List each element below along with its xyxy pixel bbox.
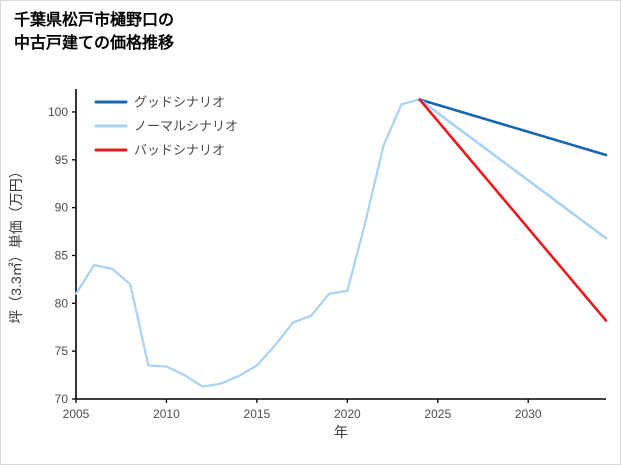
x-axis-label: 年 [334, 424, 348, 440]
x-tick-label: 2010 [153, 407, 180, 421]
x-tick-label: 2025 [424, 407, 451, 421]
x-tick-label: 2020 [334, 407, 361, 421]
series-line-0 [74, 98, 421, 388]
series-line-1 [418, 98, 608, 157]
y-tick-label: 95 [55, 153, 69, 167]
legend-label-1: ノーマルシナリオ [134, 119, 238, 134]
legend-label-0: グッドシナリオ [134, 95, 225, 110]
y-tick-label: 85 [55, 248, 69, 262]
x-tick-label: 2015 [244, 407, 271, 421]
y-tick-label: 90 [55, 201, 69, 215]
legend-label-2: バッドシナリオ [134, 143, 225, 158]
series-line-2 [418, 98, 608, 240]
chart-title: 千葉県松戸市樋野口の 中古戸建ての価格推移 [14, 12, 175, 53]
series-line-3 [418, 98, 608, 322]
y-tick-label: 100 [48, 105, 68, 119]
y-tick-label: 80 [55, 296, 69, 310]
y-tick-label: 75 [55, 344, 69, 358]
x-tick-label: 2030 [515, 407, 542, 421]
y-axis-label: 坪（3.3㎡）単価（万円） [8, 164, 24, 323]
y-tick-label: 70 [55, 392, 69, 406]
x-tick-label: 2005 [63, 407, 90, 421]
